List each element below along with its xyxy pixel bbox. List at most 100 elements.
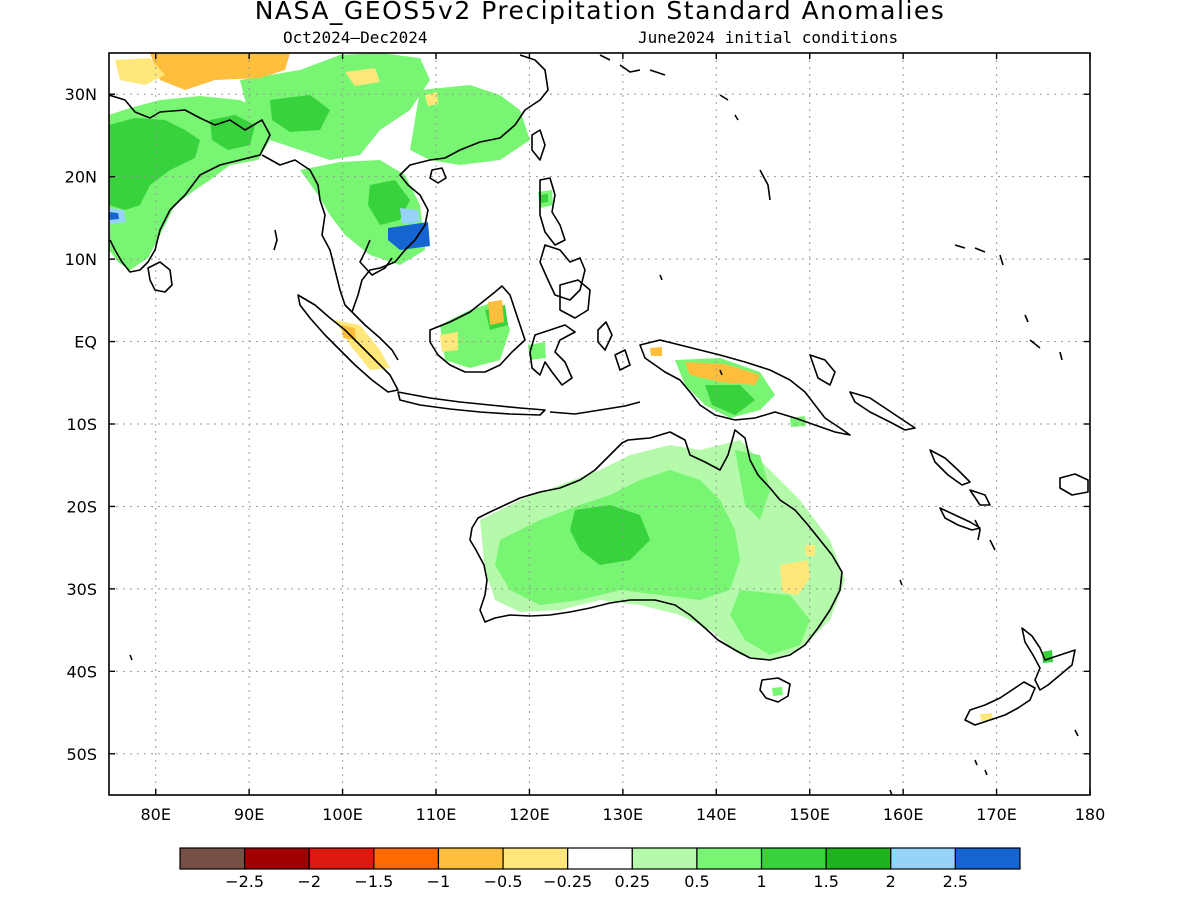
anomaly-sulawesi-green [528,342,546,360]
coastline-java [397,391,546,416]
anomaly-india-darkgreen [109,118,200,210]
lon-label: 170E [976,805,1017,824]
coastline-bismarck [809,354,916,431]
colorbar-swatch [437,847,504,870]
coastline-asia [109,94,271,273]
anomaly-newguinea-orange-2 [650,347,662,356]
colorbar-swatch [373,847,440,870]
lon-label: 160E [883,805,924,824]
lon-label: 150E [789,805,830,824]
coastline-pacific-islands [129,54,1079,795]
anomaly-borneo-yellow [440,332,458,352]
coastline-andaman [273,229,278,251]
lat-label: 30N [65,85,97,104]
axis-ticks [109,53,1091,795]
coastlines [109,54,1089,795]
coastline-fiji [1059,473,1089,496]
anomaly-north-yellow [115,58,165,85]
coastline-borneo [429,285,526,373]
lon-label: 110E [416,805,457,824]
coastline-visayas [539,244,586,301]
lon-label: 90E [234,805,264,824]
colorbar-label: −2 [297,872,321,891]
lon-label: 100E [322,805,363,824]
anomaly-philippines-darkgreen [540,194,548,203]
anomaly-australia-yellow [780,560,810,595]
colorbar-swatch [696,847,763,870]
coastline-sulawesi [529,324,576,386]
coastline-malay-peninsula [351,311,399,361]
coastline-gulf-thailand [359,239,393,276]
coastline-bangladesh-myanmar [261,154,353,313]
anomaly-sumatra-orange [342,325,356,340]
colorbar-label: −0.25 [543,872,592,891]
coastline-maluku [597,321,631,371]
lat-label: 10S [66,415,97,434]
lat-label: 50S [66,745,97,764]
colorbar-swatch [825,847,892,870]
lon-label: 140E [696,805,737,824]
coastline-indochina [351,54,549,313]
colorbar-label: −1 [427,872,451,891]
lat-label: 20S [66,497,97,516]
colorbar-label: −1.5 [354,872,393,891]
colorbar-swatch [567,847,633,870]
colorbar-swatch [244,847,310,870]
anomaly-north-yellow-3 [425,92,438,106]
anomaly-newguinea-darkgreen [705,385,755,415]
coastline-australia [469,429,843,661]
anomaly-nz-yellow [980,713,993,721]
coastline-nz-south [964,681,1036,726]
coastline-new-caledonia [939,507,981,531]
colorbar-label: 2 [886,872,896,891]
lat-label: EQ [74,333,97,352]
colorbar-label: −2.5 [225,872,264,891]
anomaly-indochina-lightblue [400,208,420,224]
anomaly-shading [109,53,1053,721]
coastline-vanuatu [974,519,996,551]
coastline-nz-north [1021,627,1076,691]
lat-label: 20N [65,168,97,187]
colorbar-label: 1 [756,872,766,891]
anomaly-tibet-green [240,53,430,160]
coastline-sumatra [297,294,399,393]
anomaly-tibet-darkgreen [270,95,330,132]
anomaly-china-green [410,85,530,165]
anomaly-indochina-blue [388,222,430,250]
colorbar-swatch [954,847,1021,870]
colorbar-label: 0.5 [684,872,709,891]
map-title: NASA_GEOS5v2 Precipitation Standard Anom… [254,0,946,25]
forecast-period: Oct2024–Dec2024 [283,28,428,47]
colorbar-label: 1.5 [813,872,838,891]
anomaly-indochina-darkgreen [368,180,410,225]
anomaly-australia-darkgreen [570,505,650,565]
anomaly-newguinea-orange [685,362,760,385]
anomaly-borneo-orange [488,300,504,325]
lon-label: 80E [140,805,170,824]
colorbar-labels: −2.5 −2 −1.5 −1 −0.5 −0.25 0.25 0.5 1 1.5 2 2.5 [225,872,968,891]
anomaly-tasmania-green [772,687,783,696]
lon-label: 180 [1075,805,1106,824]
lat-label: 10N [65,250,97,269]
colorbar-label: −0.5 [484,872,523,891]
coastline-tasmania [759,677,791,703]
coastline-taiwan [531,129,546,161]
colorbar-swatch [308,847,375,870]
coastline-hainan [429,167,447,184]
anomaly-india-blue-2 [109,212,119,220]
colorbar-swatch [179,847,246,870]
anomaly-north-orange [150,53,290,90]
colorbar-swatch [760,847,827,870]
coastline-srilanka [147,261,173,293]
colorbar [179,847,1021,870]
coastline-lesser-sunda [549,401,641,415]
colorbar-swatch [631,847,698,870]
coastline-luzon [539,177,566,246]
graticule [109,53,1090,795]
lon-label: 130E [603,805,644,824]
anomaly-north-yellow-2 [345,68,380,86]
anomaly-australia-green-east [735,450,770,520]
lon-label: 120E [509,805,550,824]
initial-conditions: June2024 initial conditions [638,28,899,47]
